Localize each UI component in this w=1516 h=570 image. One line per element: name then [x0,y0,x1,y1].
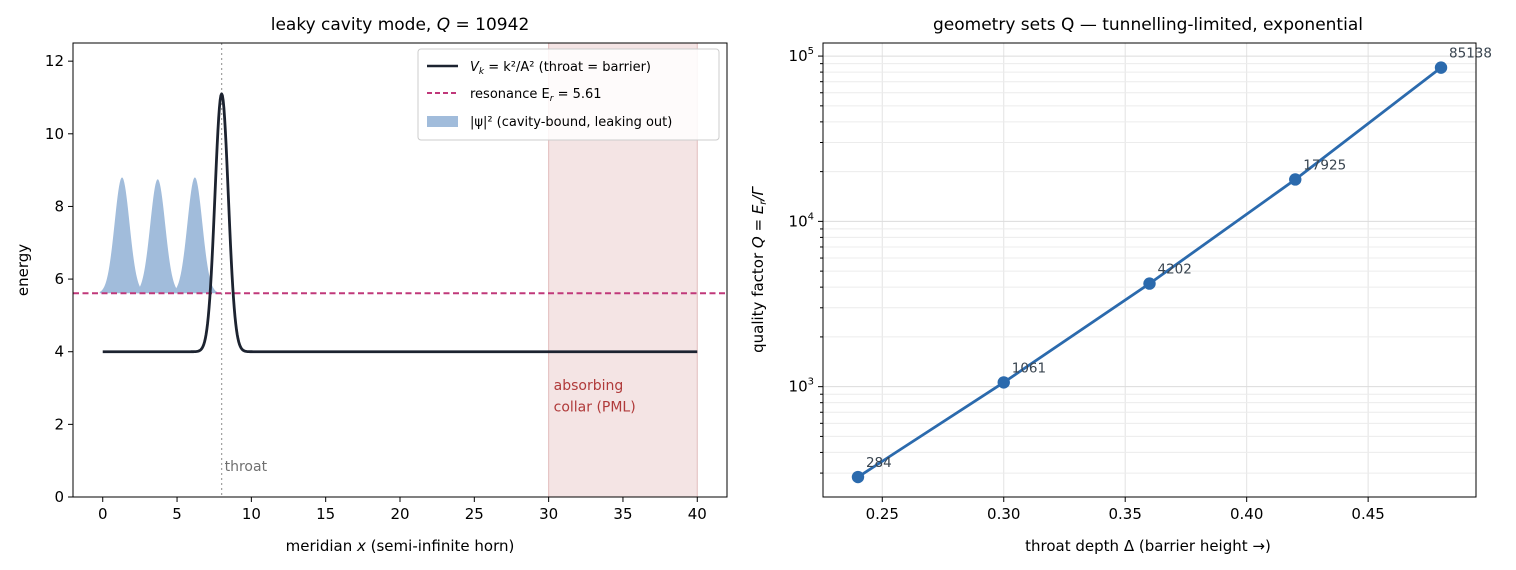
density-peak-1 [99,177,145,294]
pml-label-line1: absorbing [554,378,624,394]
q-point [1143,277,1156,290]
right-plot-frame [822,42,1477,498]
left-y-tick-label: 4 [54,343,64,361]
pml-label-line2: collar (PML) [554,399,636,415]
right-y-axis-label: quality factor Q = Er/Γ [749,186,769,353]
left-y-tick-label: 2 [54,415,64,433]
left-y-tick-label: 8 [54,197,64,215]
left-x-tick-label: 25 [465,505,484,523]
left-y-tick-label: 12 [45,52,64,70]
left-x-tick-label: 20 [390,505,409,523]
right-x-axis-label: throat depth Δ (barrier height →) [1025,537,1271,555]
right-y-tick-label: 105 [789,46,814,65]
q-point-label: 1061 [1012,360,1046,376]
q-point [1434,61,1448,74]
legend-box [417,48,720,141]
left-annotations: throat absorbing collar (PML) [225,378,636,475]
q-point [851,470,865,484]
q-point [997,376,1010,389]
right-x-tick-label: 0.25 [866,505,899,523]
right-x-tick-label: 0.30 [987,505,1020,523]
right-y-tick-label: 103 [789,377,814,396]
q-point [1289,173,1302,186]
potential-curve [102,92,698,354]
right-title: geometry sets Q — tunnelling-limited, ex… [933,15,1363,35]
legend-label-potential: Vk = k²/A² (throat = barrier) [470,60,651,77]
q-point-label: 17925 [1303,157,1346,173]
right-ticks: 0.25 0.30 0.35 0.40 0.45 103 104 105 [789,46,1385,523]
q-point-label: 85138 [1449,46,1492,62]
left-y-tick-label: 0 [54,488,64,506]
q-point-label: 284 [866,455,892,471]
right-x-tick-label: 0.35 [1109,505,1142,523]
legend-label-density: |ψ|² (cavity-bound, leaking out) [470,115,672,130]
q-series-line [857,66,1442,479]
left-y-tick-label: 6 [54,270,64,288]
right-grid [823,43,1476,497]
left-x-tick-label: 30 [539,505,558,523]
left-x-tick-label: 35 [613,505,632,523]
legend-label-resonance: resonance Er = 5.61 [470,87,602,104]
left-x-tick-label: 5 [172,505,182,523]
left-x-tick-label: 10 [242,505,261,523]
density-group [99,177,218,294]
left-ticks: 0 5 10 15 20 25 30 35 40 0 2 4 6 8 10 12 [45,52,707,523]
left-x-tick-label: 40 [688,505,707,523]
left-y-axis-label: energy [14,244,32,296]
legend-swatch-density [427,116,458,127]
left-legend: Vk = k²/A² (throat = barrier) resonance … [417,48,720,141]
right-series: 284 1061 4202 17925 85138 [851,46,1492,484]
left-chart: 0 5 10 15 20 25 30 35 40 0 2 4 6 8 10 12 throat absorbin… [14,15,728,555]
throat-label: throat [225,459,268,475]
left-title: leaky cavity mode, Q = 10942 [271,15,530,35]
left-lines [73,43,727,497]
left-y-tick-label: 10 [45,125,64,143]
left-x-axis-label: meridian x (semi-infinite horn) [286,537,515,555]
right-y-tick-label: 104 [789,211,814,230]
right-x-tick-label: 0.40 [1230,505,1263,523]
density-peak-3 [172,177,218,294]
density-peak-2 [135,179,181,294]
left-x-tick-label: 15 [316,505,335,523]
left-x-tick-label: 0 [98,505,108,523]
q-point-label: 4202 [1158,262,1192,278]
right-x-tick-label: 0.45 [1351,505,1384,523]
